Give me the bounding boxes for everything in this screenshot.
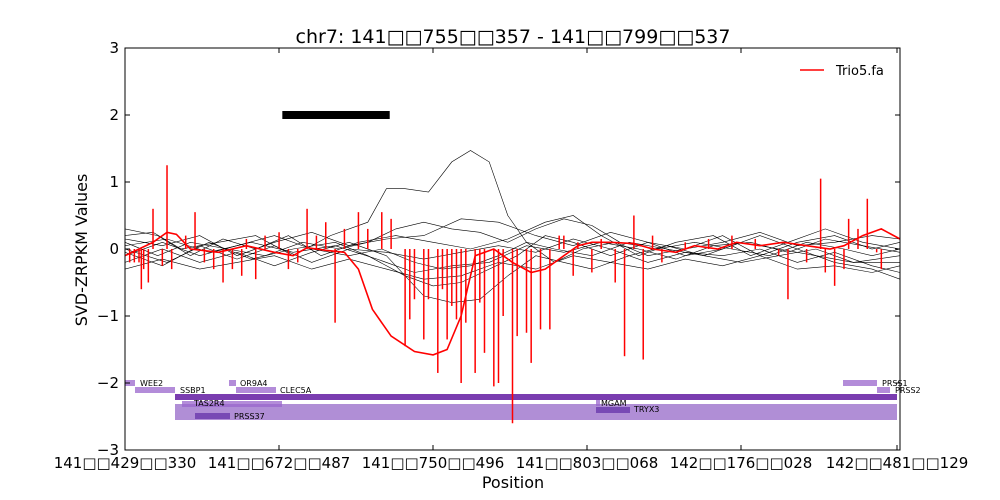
gene-label-mgam: MGAM xyxy=(601,399,627,408)
smoothed-series-line xyxy=(124,228,901,356)
gene-label-prss1: PRSS1 xyxy=(882,379,908,388)
background-curve-1 xyxy=(124,150,901,263)
gene-box-prss1 xyxy=(843,380,877,386)
y-tick-label: −1 xyxy=(97,307,119,325)
x-tick-label: 141□□803□□068 xyxy=(516,454,659,472)
x-tick-label: 141□□750□□496 xyxy=(362,454,505,472)
y-axis-label: SVD-ZRPKM Values xyxy=(72,174,91,327)
highlight-layer xyxy=(282,111,390,119)
x-tick-label: 141□□672□□487 xyxy=(208,454,351,472)
gene-box-prss37 xyxy=(195,413,230,419)
smoothed-line-layer xyxy=(124,228,901,356)
x-tick-label: 141□□429□□330 xyxy=(54,454,197,472)
y-tick-label: −3 xyxy=(97,441,119,459)
x-tick-label: 142□□176□□028 xyxy=(670,454,813,472)
gene-box-clec5a xyxy=(236,387,276,393)
gene-band-large xyxy=(175,404,897,420)
highlight-region-bar xyxy=(282,111,390,119)
legend: Trio5.fa xyxy=(800,64,884,79)
gene-label-or9a4: OR9A4 xyxy=(240,379,268,388)
gene-label-ssbp1: SSBP1 xyxy=(180,386,206,395)
gene-box-tryx3 xyxy=(596,407,630,413)
x-axis-label: Position xyxy=(482,473,544,492)
gene-label-prss2: PRSS2 xyxy=(895,386,921,395)
background-curve-6 xyxy=(124,241,900,303)
y-tick-label: 0 xyxy=(109,240,119,258)
gene-box-tas2r4 xyxy=(182,401,282,407)
gene-label-wee2: WEE2 xyxy=(140,379,163,388)
plot-area: WEE2 SSBP1 TAS2R4 PRSS37 OR9A4 CLEC5A MGAM TRYX… xyxy=(124,47,921,451)
gene-box-ssbp1 xyxy=(135,387,175,393)
x-axis: 141□□429□□330 141□□672□□487 141□□750□□496 1… xyxy=(54,48,969,472)
gene-label-tas2r4: TAS2R4 xyxy=(193,399,225,408)
x-tick-label: 142□□481□□129 xyxy=(826,454,969,472)
y-axis: 3 2 1 0 −1 −2 −3 xyxy=(97,39,900,459)
gene-label-prss37: PRSS37 xyxy=(234,412,265,421)
gene-box-or9a4 xyxy=(229,380,236,386)
chart-title: chr7: 141□□755□□357 - 141□□799□□537 xyxy=(296,26,731,48)
y-tick-label: 1 xyxy=(109,173,119,191)
gene-label-clec5a: CLEC5A xyxy=(280,386,312,395)
y-tick-label: 3 xyxy=(109,39,119,57)
y-tick-label: −2 xyxy=(97,374,119,392)
gene-label-tryx3: TRYX3 xyxy=(633,405,659,414)
gene-band-dark xyxy=(175,394,897,400)
background-curves-layer xyxy=(124,150,901,303)
gene-box-prss2 xyxy=(877,387,890,393)
legend-label: Trio5.fa xyxy=(835,64,884,79)
y-tick-label: 2 xyxy=(109,106,119,124)
gene-box-mgam xyxy=(596,400,600,406)
